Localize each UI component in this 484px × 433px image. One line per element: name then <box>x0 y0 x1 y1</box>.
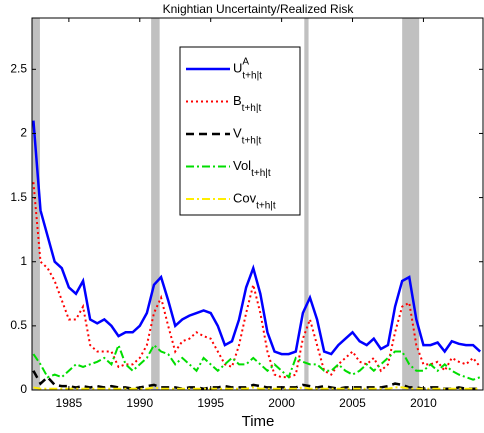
legend-label: V <box>233 125 242 140</box>
x-tick-label: 1985 <box>56 396 83 410</box>
x-tick-label: 1995 <box>197 396 224 410</box>
y-tick-label: 0.5 <box>10 318 27 332</box>
legend-label: B <box>233 93 242 108</box>
axes-box <box>31 17 484 391</box>
plot-area <box>32 18 481 390</box>
recession-band <box>151 18 160 390</box>
series-line <box>32 182 481 379</box>
legend-subscript: t+h|t <box>256 201 276 212</box>
y-tick-label: 1 <box>20 254 27 268</box>
legend-superscript: A <box>242 57 249 68</box>
series-line <box>33 386 481 390</box>
x-tick-label: 1990 <box>126 396 153 410</box>
y-tick-label: 0 <box>20 382 27 396</box>
legend-subscript: t+h|t <box>242 103 262 114</box>
legend-label: Cov <box>233 190 257 205</box>
recession-band <box>304 18 309 390</box>
legend-label: Vol <box>233 158 251 173</box>
x-axis-label: Time <box>242 413 275 430</box>
y-tick-label: 2 <box>20 126 27 140</box>
y-tick-label: 1.5 <box>10 190 27 204</box>
chart-title: Knightian Uncertainty/Realized Risk <box>163 2 355 16</box>
x-tick-label: 2000 <box>268 396 295 410</box>
x-tick-label: 2005 <box>339 396 366 410</box>
recession-band <box>402 18 420 390</box>
x-tick-label: 2010 <box>410 396 437 410</box>
legend-subscript: t+h|t <box>242 71 262 82</box>
series-line <box>32 120 481 356</box>
legend-subscript: t+h|t <box>251 168 271 179</box>
legend-subscript: t+h|t <box>242 136 262 147</box>
legend-label: U <box>233 60 242 75</box>
series-line <box>32 342 481 381</box>
y-tick-label: 2.5 <box>10 61 27 75</box>
series-line <box>32 370 481 390</box>
legend-box <box>179 46 301 216</box>
